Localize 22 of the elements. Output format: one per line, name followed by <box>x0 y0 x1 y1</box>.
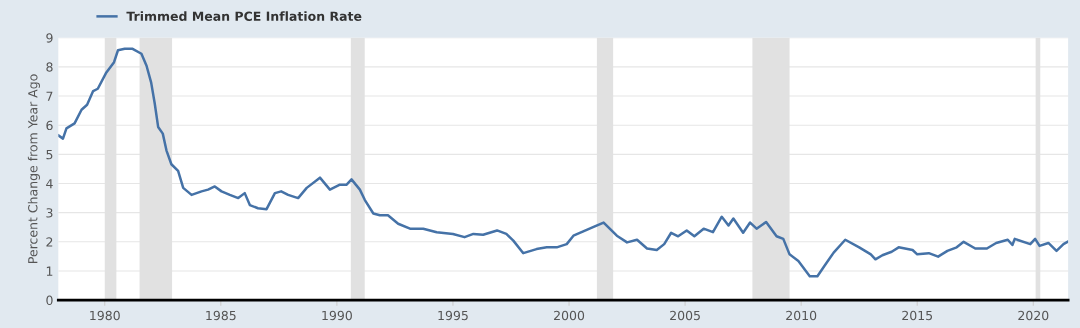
line-series <box>58 47 1069 278</box>
x-tick-label: 1990 <box>322 310 352 321</box>
x-tick-label: 1980 <box>90 310 120 321</box>
y-tick-label: 9 <box>46 33 53 43</box>
y-tick-label: 0 <box>46 295 53 306</box>
y-tick-label: 8 <box>46 62 53 72</box>
y-tick-label: 3 <box>46 208 53 218</box>
y-tick-label: 2 <box>46 237 53 247</box>
y-tick-label: 5 <box>46 149 53 160</box>
x-tick-label: 2020 <box>1018 310 1049 321</box>
y-axis-title: Percent Change from Year Ago <box>27 74 40 263</box>
x-tick-label: 1995 <box>438 310 468 321</box>
y-tick-label: 6 <box>46 120 53 131</box>
x-tick-label: 2000 <box>554 310 585 321</box>
legend-label: Trimmed Mean PCE Inflation Rate <box>126 11 362 21</box>
x-tick-label: 1985 <box>206 310 236 321</box>
x-tick-label: 2010 <box>786 310 817 321</box>
y-tick-label: 7 <box>46 91 53 101</box>
y-tick-label: 1 <box>46 266 53 276</box>
x-tick-label: 2005 <box>670 310 700 321</box>
y-tick-label: 4 <box>46 179 53 189</box>
x-tick-label: 2015 <box>902 310 933 321</box>
